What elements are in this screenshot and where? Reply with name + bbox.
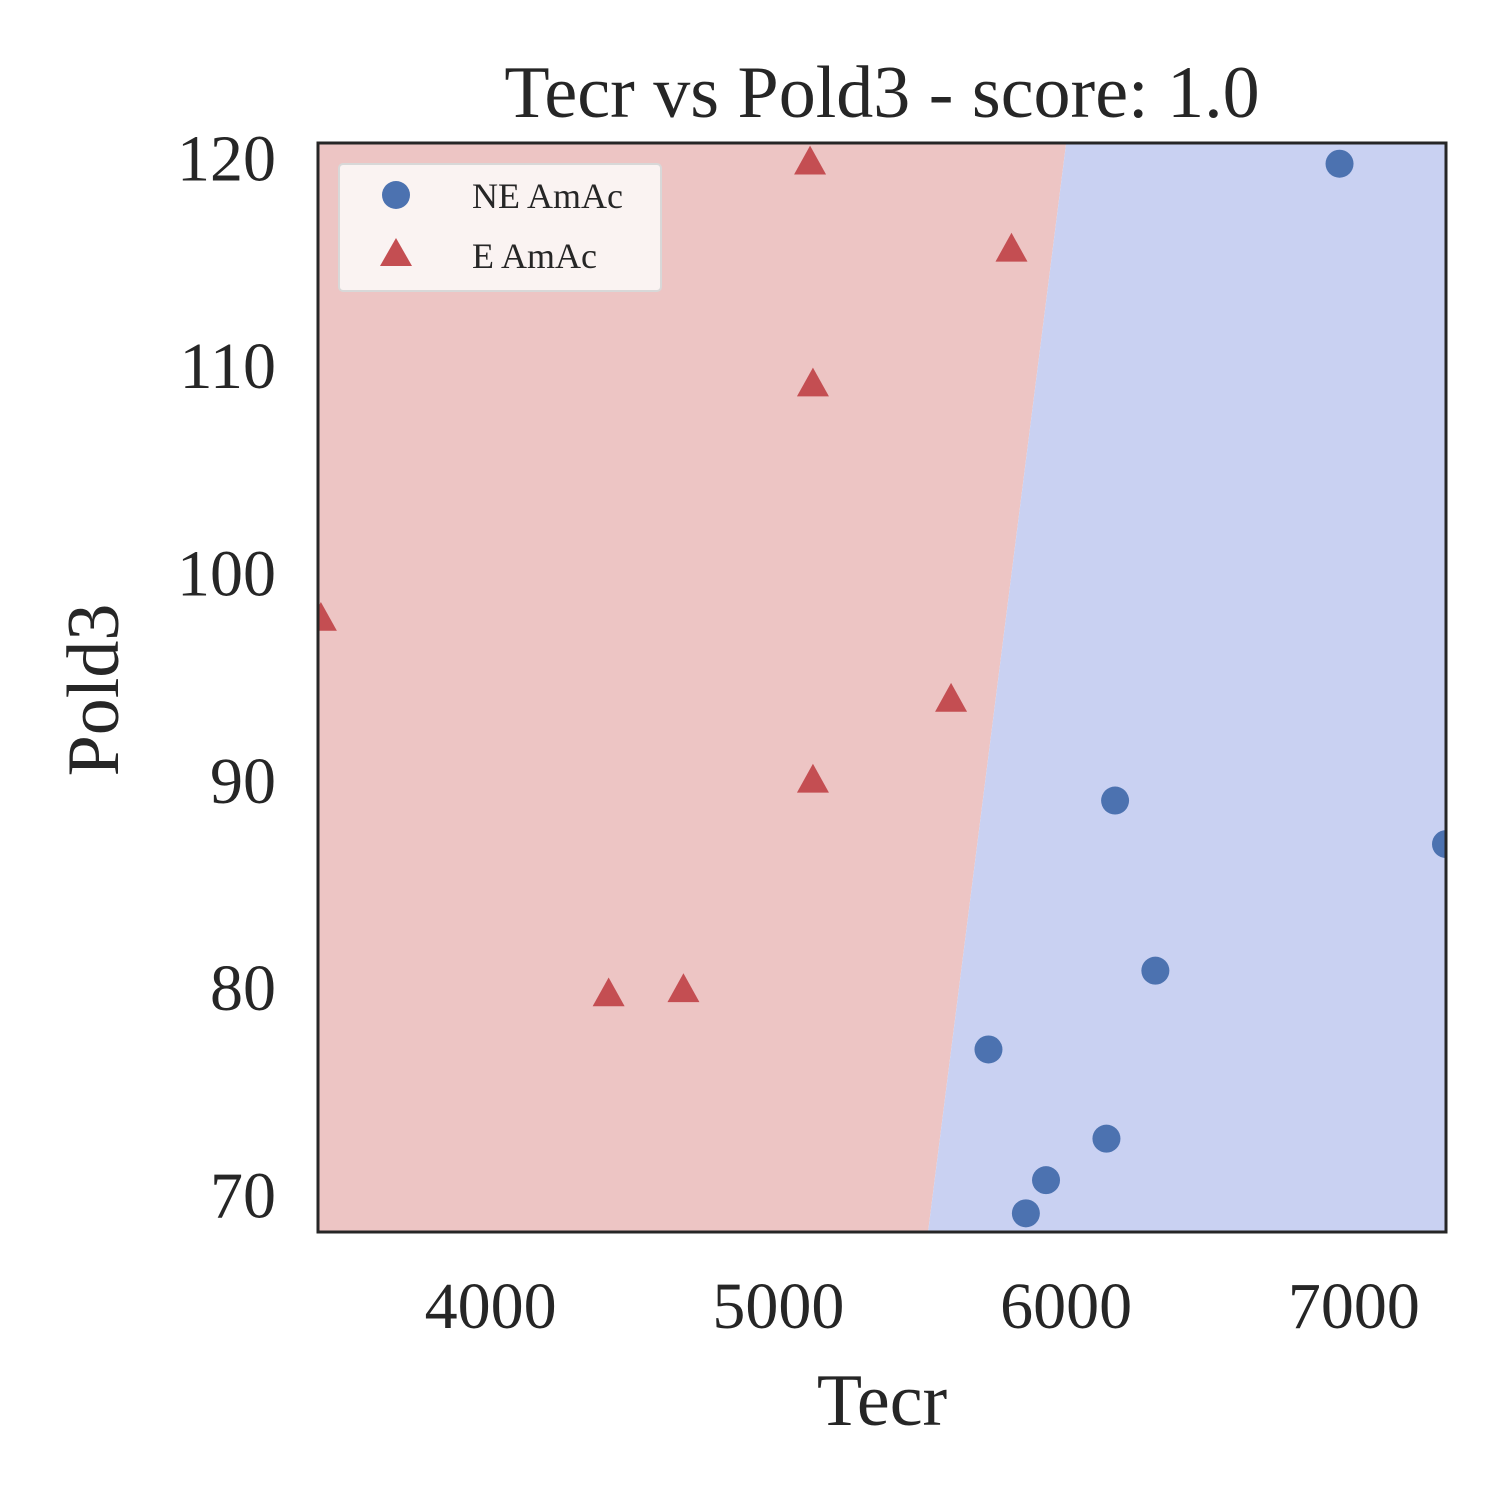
chart-title: Tecr vs Pold3 - score: 1.0 (504, 52, 1259, 134)
plot-frame (316, 141, 1448, 1234)
point-e-amac (592, 977, 625, 1007)
point-ne-amac (1141, 956, 1170, 985)
point-e-amac (318, 602, 337, 631)
point-e-amac (794, 145, 827, 175)
point-ne-amac (1325, 149, 1354, 178)
y-tick-label: 120 (177, 123, 276, 196)
point-ne-amac (1011, 1199, 1040, 1228)
region-ne-amac (928, 143, 1446, 1232)
point-ne-amac (1101, 786, 1130, 815)
x-tick-label: 6000 (1000, 1270, 1132, 1343)
y-axis-ticks: 70 80 90 100 110 120 (177, 123, 276, 1233)
point-e-amac (796, 367, 829, 397)
legend-marker-ne-amac (382, 181, 410, 209)
decision-regions (318, 143, 1446, 1232)
y-tick-label: 110 (179, 330, 276, 403)
x-axis-ticks: 4000 5000 6000 7000 (425, 1270, 1420, 1343)
y-tick-label: 70 (210, 1160, 276, 1233)
y-tick-label: 100 (177, 537, 276, 610)
y-axis-label: Pold3 (53, 604, 135, 777)
point-ne-amac (1032, 1166, 1061, 1195)
point-ne-amac (1432, 830, 1446, 859)
point-ne-amac (974, 1035, 1003, 1064)
point-e-amac (935, 682, 968, 712)
x-tick-label: 7000 (1288, 1270, 1420, 1343)
legend-box (338, 163, 662, 292)
legend-marker-e-amac (380, 238, 412, 266)
legend: NE AmAc E AmAc (338, 163, 662, 292)
y-tick-label: 90 (210, 745, 276, 818)
point-e-amac (796, 763, 829, 793)
point-ne-amac (1092, 1124, 1121, 1153)
x-axis-label: Tecr (817, 1360, 947, 1442)
point-e-amac (667, 973, 700, 1003)
y-tick-label: 80 (210, 952, 276, 1025)
x-tick-label: 5000 (712, 1270, 844, 1343)
x-tick-label: 4000 (425, 1270, 557, 1343)
legend-label-ne-amac: NE AmAc (472, 176, 623, 216)
region-e-amac (318, 143, 1067, 1232)
point-e-amac (995, 232, 1028, 262)
data-points (318, 145, 1446, 1228)
legend-label-e-amac: E AmAc (472, 236, 597, 276)
